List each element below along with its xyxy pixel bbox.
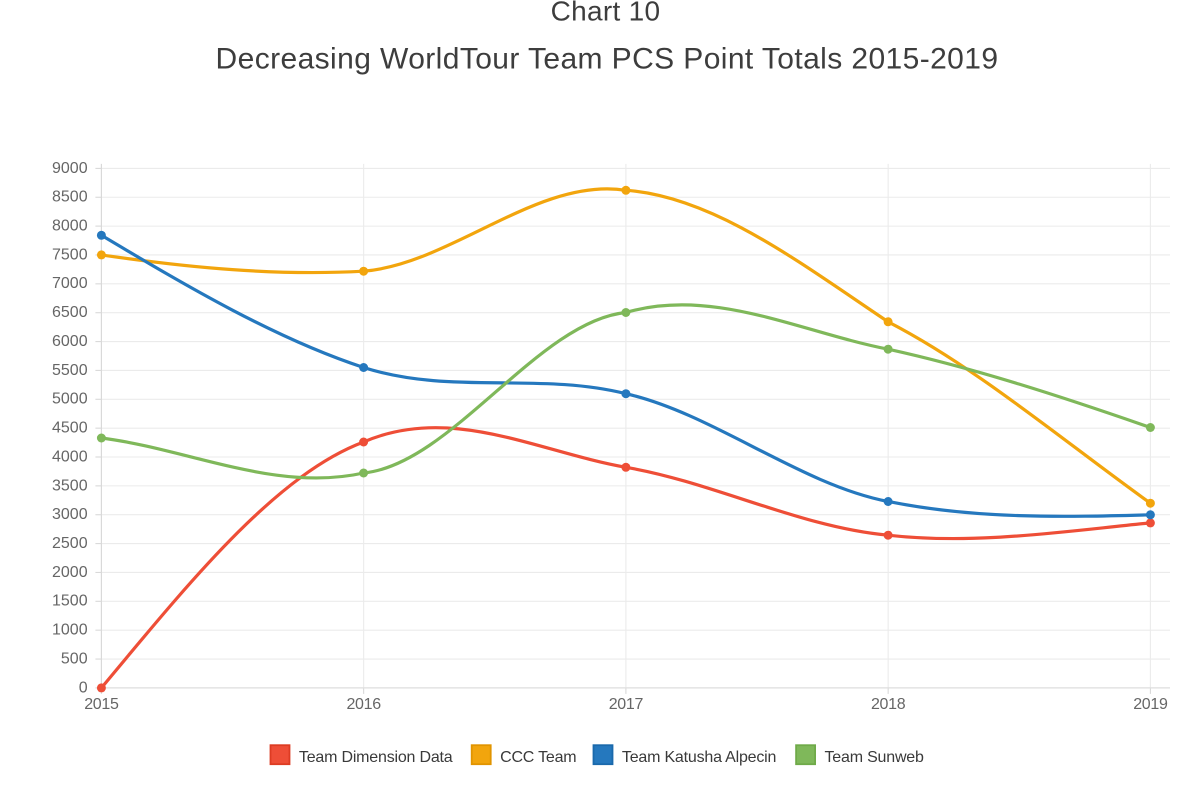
svg-text:Chart 10: Chart 10 [551, 0, 661, 27]
svg-text:2017: 2017 [609, 696, 644, 713]
svg-text:6000: 6000 [52, 333, 88, 350]
svg-text:1000: 1000 [52, 622, 88, 639]
svg-text:1500: 1500 [52, 593, 88, 610]
svg-text:7500: 7500 [52, 246, 88, 263]
svg-text:Decreasing WorldTour Team PCS: Decreasing WorldTour Team PCS Point Tota… [216, 43, 999, 76]
svg-text:4000: 4000 [52, 448, 88, 465]
svg-text:Team Sunweb: Team Sunweb [825, 749, 924, 766]
svg-text:5000: 5000 [52, 391, 88, 408]
svg-text:2000: 2000 [52, 564, 88, 581]
svg-text:7000: 7000 [52, 275, 88, 292]
svg-text:6500: 6500 [52, 304, 88, 321]
svg-text:5500: 5500 [52, 362, 88, 379]
svg-text:2019: 2019 [1133, 696, 1168, 713]
svg-text:3500: 3500 [52, 477, 88, 494]
svg-text:9000: 9000 [52, 160, 88, 177]
svg-text:3000: 3000 [52, 506, 88, 523]
svg-text:0: 0 [79, 679, 88, 696]
svg-text:8500: 8500 [52, 189, 88, 206]
svg-text:2015: 2015 [84, 696, 119, 713]
svg-text:2018: 2018 [871, 696, 906, 713]
svg-text:Team Dimension Data: Team Dimension Data [299, 749, 453, 766]
svg-text:8000: 8000 [52, 218, 88, 235]
svg-text:500: 500 [61, 650, 88, 667]
svg-text:4500: 4500 [52, 420, 88, 437]
svg-text:Team Katusha Alpecin: Team Katusha Alpecin [622, 749, 776, 766]
svg-text:2016: 2016 [346, 696, 381, 713]
svg-text:2500: 2500 [52, 535, 88, 552]
svg-text:CCC Team: CCC Team [500, 749, 576, 766]
